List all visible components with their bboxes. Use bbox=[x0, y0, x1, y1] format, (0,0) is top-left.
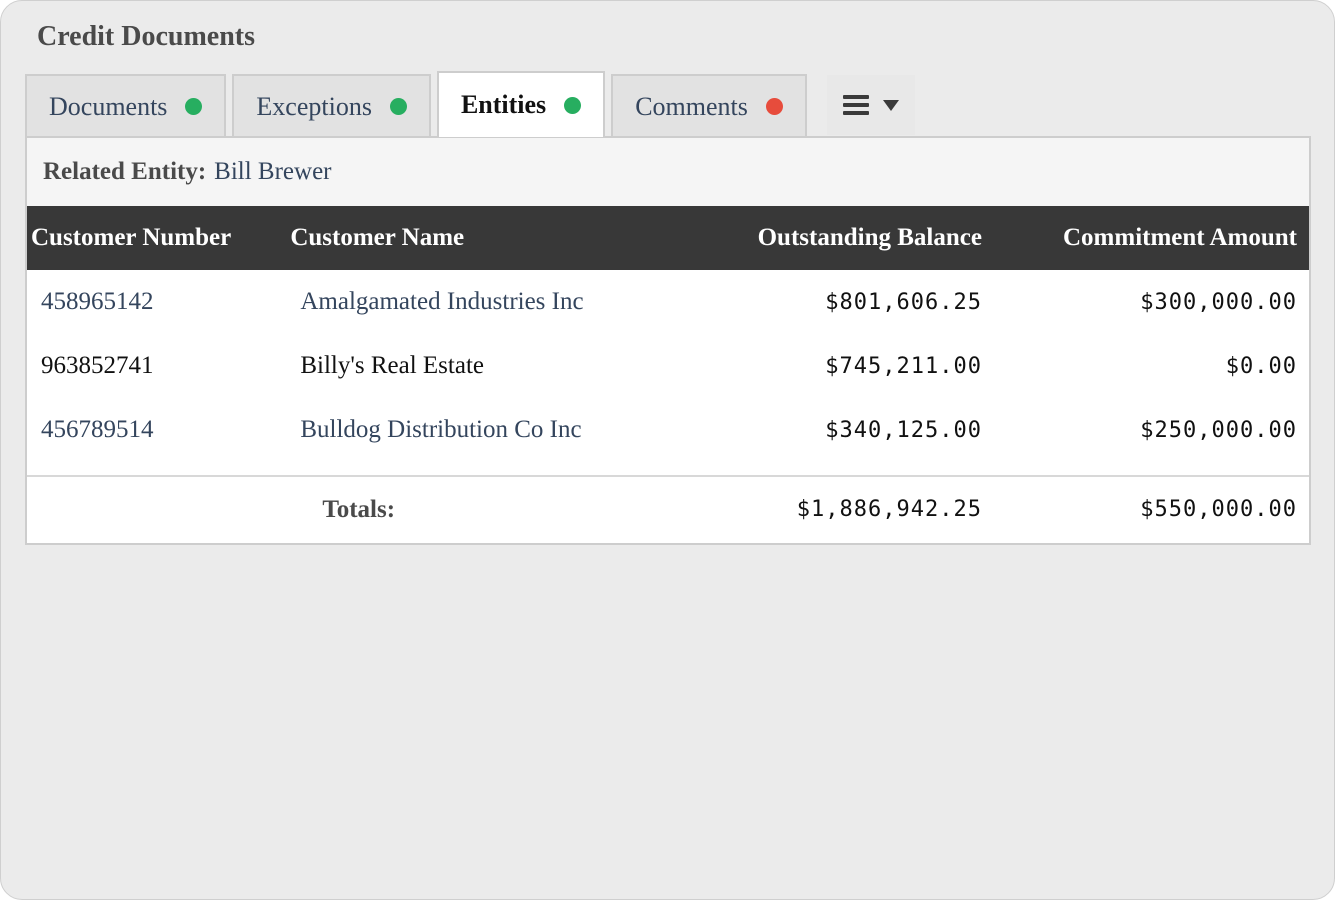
tab-exceptions[interactable]: Exceptions bbox=[232, 74, 431, 137]
tab-entities[interactable]: Entities bbox=[436, 71, 606, 137]
table-row: 963852741 Billy's Real Estate $745,211.0… bbox=[27, 334, 1309, 398]
totals-empty-cell bbox=[27, 476, 286, 542]
outstanding-balance-cell: $745,211.00 bbox=[825, 353, 982, 379]
customer-name-link[interactable]: Bulldog Distribution Co Inc bbox=[300, 416, 582, 443]
entities-table: Customer Number Customer Name Outstandin… bbox=[27, 206, 1309, 542]
column-header-customer-number[interactable]: Customer Number bbox=[31, 224, 232, 251]
tab-label: Comments bbox=[635, 91, 748, 121]
tab-label: Exceptions bbox=[256, 91, 372, 121]
commitment-amount-cell: $0.00 bbox=[1225, 353, 1297, 379]
totals-label: Totals: bbox=[322, 495, 396, 523]
tab-menu-button[interactable] bbox=[826, 75, 915, 135]
commitment-amount-cell: $300,000.00 bbox=[1140, 289, 1297, 315]
status-dot-icon bbox=[564, 96, 582, 114]
totals-row: Totals: $1,886,942.25 $550,000.00 bbox=[27, 476, 1309, 542]
customer-number-link[interactable]: 456789514 bbox=[41, 416, 154, 443]
table-spacer bbox=[27, 462, 1309, 476]
tab-bar: Documents Exceptions Entities Comments bbox=[25, 71, 915, 137]
related-entity-label: Related Entity: bbox=[43, 158, 207, 185]
table-row: 458965142 Amalgamated Industries Inc $80… bbox=[27, 270, 1309, 334]
panel-title: Credit Documents bbox=[37, 21, 256, 52]
customer-name-link[interactable]: Amalgamated Industries Inc bbox=[300, 288, 584, 315]
total-outstanding-balance: $1,886,942.25 bbox=[796, 497, 982, 522]
tab-documents[interactable]: Documents bbox=[25, 74, 227, 137]
status-dot-icon bbox=[185, 98, 203, 115]
commitment-amount-cell: $250,000.00 bbox=[1140, 417, 1297, 443]
column-header-customer-name[interactable]: Customer Name bbox=[290, 224, 465, 251]
table-header-row: Customer Number Customer Name Outstandin… bbox=[27, 206, 1309, 270]
related-entity-bar: Related Entity: Bill Brewer bbox=[27, 138, 1309, 206]
outstanding-balance-cell: $801,606.25 bbox=[825, 289, 982, 315]
column-header-commitment-amount[interactable]: Commitment Amount bbox=[1062, 224, 1297, 251]
tab-comments[interactable]: Comments bbox=[611, 74, 807, 137]
outstanding-balance-cell: $340,125.00 bbox=[825, 417, 982, 443]
customer-number-link[interactable]: 458965142 bbox=[41, 288, 154, 315]
total-commitment-amount: $550,000.00 bbox=[1140, 497, 1297, 522]
related-entity-value: Bill Brewer bbox=[214, 158, 332, 185]
column-header-outstanding-balance[interactable]: Outstanding Balance bbox=[757, 224, 982, 251]
tab-label: Documents bbox=[49, 91, 168, 121]
status-dot-icon bbox=[765, 98, 783, 115]
status-dot-icon bbox=[389, 98, 407, 115]
entities-tab-content: Related Entity: Bill Brewer Customer Num… bbox=[25, 136, 1311, 545]
customer-number-cell: 963852741 bbox=[41, 352, 154, 379]
caret-down-icon bbox=[882, 99, 899, 111]
hamburger-menu-icon bbox=[842, 95, 869, 115]
table-row: 456789514 Bulldog Distribution Co Inc $3… bbox=[27, 398, 1309, 462]
tab-label: Entities bbox=[460, 90, 547, 119]
customer-name-cell: Billy's Real Estate bbox=[300, 352, 484, 379]
